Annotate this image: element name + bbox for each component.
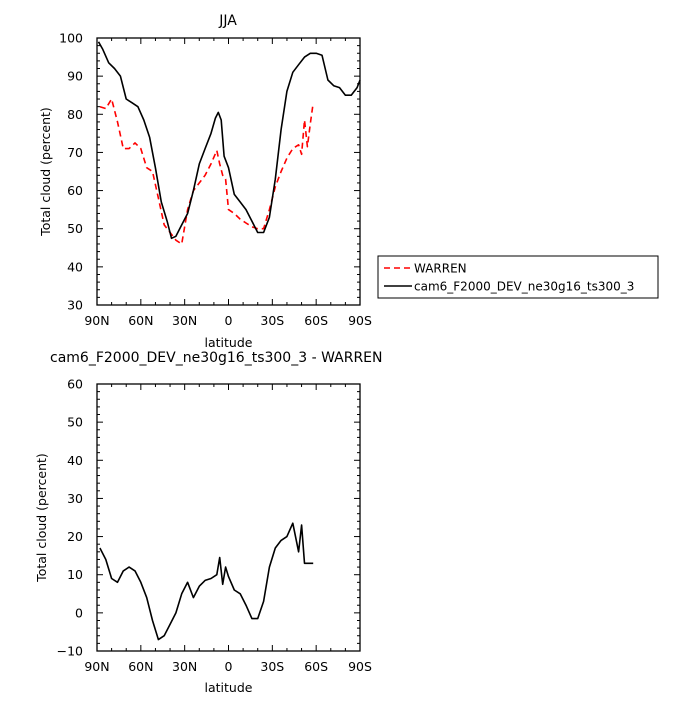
legend-box — [377, 255, 659, 299]
legend-label: cam6_F2000_DEV_ne30g16_ts300_3 — [414, 280, 634, 294]
y-tick-label: 70 — [67, 145, 83, 160]
y-tick-label: 30 — [67, 298, 83, 313]
y-tick-label: 50 — [67, 221, 83, 236]
legend-label: WARREN — [414, 262, 467, 276]
x-tick-label: 0 — [225, 659, 233, 674]
plot-frame — [96, 37, 361, 306]
chart-title: JJA — [218, 13, 237, 29]
y-tick-label: 80 — [67, 107, 83, 122]
x-axis-label: latitude — [205, 335, 253, 350]
y-tick-label: 10 — [67, 567, 83, 582]
y-axis-label: Total cloud (percent) — [38, 107, 53, 237]
chart-panel-1: JJA 90N 60N 30N 0 30S 60S 90S 30 40 50 60 70 80 90 100 l… — [38, 13, 659, 350]
y-tick-label: 40 — [67, 259, 83, 274]
series-line-warren — [99, 98, 314, 245]
y-tick-label: 0 — [75, 605, 83, 620]
x-tick-label: 30S — [260, 659, 284, 674]
y-tick-label: 50 — [67, 415, 83, 430]
y-tick-label: 60 — [67, 183, 83, 198]
chart-panel-2: cam6_F2000_DEV_ne30g16_ts300_3 - WARREN 9… — [34, 350, 383, 695]
x-tick-label: 0 — [225, 313, 233, 328]
chart-title: cam6_F2000_DEV_ne30g16_ts300_3 - WARREN — [50, 350, 383, 366]
y-tick-label: 20 — [67, 529, 83, 544]
x-tick-label: 60N — [128, 659, 153, 674]
y-tick-label: 30 — [67, 491, 83, 506]
x-tick-label: 30N — [172, 659, 197, 674]
series-line-cam6-f2000-dev-ne30g16-ts300-3 — [97, 41, 361, 240]
x-tick-label: 90N — [84, 313, 109, 328]
x-axis-label: latitude — [205, 680, 253, 695]
y-tick-label: 90 — [67, 69, 83, 84]
x-tick-label: 30N — [172, 313, 197, 328]
x-tick-label: 90S — [348, 313, 372, 328]
y-tick-label: 100 — [59, 31, 83, 46]
y-axis-label: Total cloud (percent) — [34, 453, 49, 583]
y-tick-label: −10 — [57, 644, 83, 659]
y-tick-label: 60 — [67, 377, 83, 392]
x-tick-label: 60S — [304, 313, 328, 328]
plot-frame — [96, 383, 361, 652]
x-tick-label: 90S — [348, 659, 372, 674]
x-tick-label: 90N — [84, 659, 109, 674]
x-tick-label: 60S — [304, 659, 328, 674]
y-tick-label: 40 — [67, 453, 83, 468]
series-line-difference — [99, 522, 314, 641]
x-tick-label: 30S — [260, 313, 284, 328]
x-tick-label: 60N — [128, 313, 153, 328]
